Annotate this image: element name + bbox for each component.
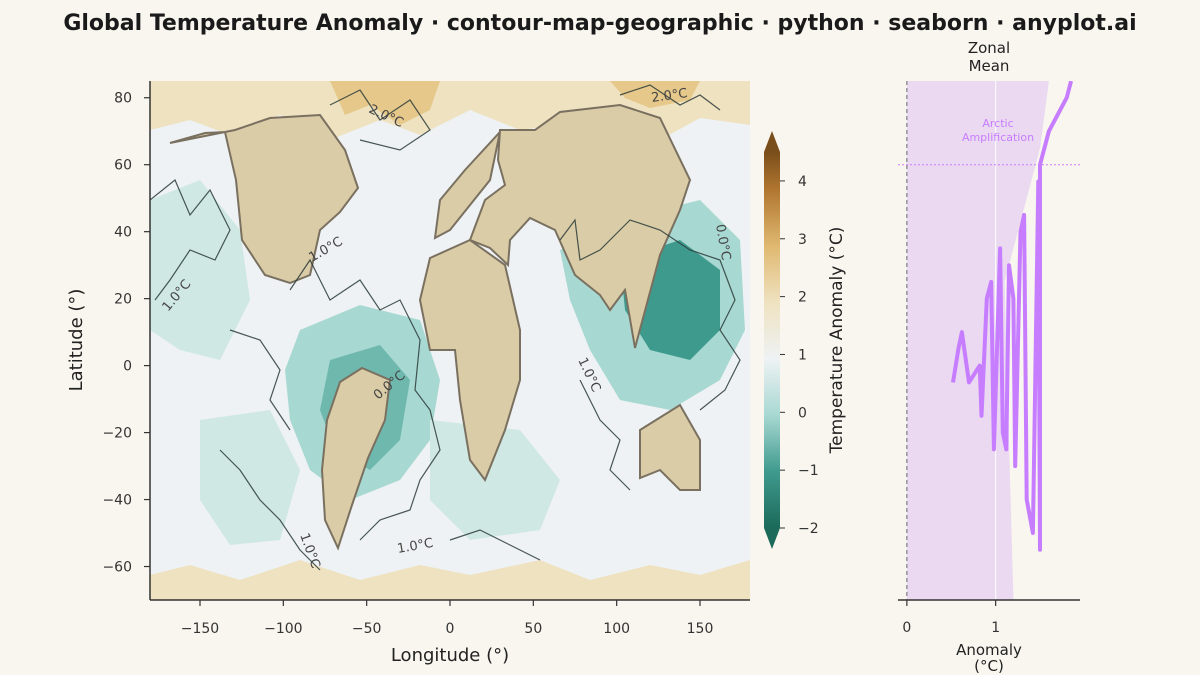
land-north-america [169, 113, 360, 285]
colorbar-fill [764, 152, 780, 528]
y-tick-label: 20 [114, 292, 132, 308]
colorbar-ticks: −2 −1 0 1 2 3 4 [780, 174, 819, 537]
colorbar-tick-label: 3 [798, 232, 807, 248]
x-tick-label: −100 [264, 621, 302, 637]
cool-region-south [430, 420, 560, 540]
colorbar-max-extend [764, 131, 780, 152]
colorbar-tick-label: −2 [798, 521, 819, 537]
y-tick-label: −40 [102, 493, 132, 509]
colorbar-tick-label: 4 [798, 174, 807, 190]
land-masses [169, 103, 701, 551]
x-tick-label: 100 [603, 621, 630, 637]
zonal-x-tick-label: 0 [902, 620, 911, 636]
arctic-annotation: Arctic Amplification [962, 117, 1034, 144]
colorbar-tick-label: 2 [798, 290, 807, 306]
cool-region-east-pacific [200, 410, 300, 545]
map-y-ticks: −60 −40 −20 0 20 40 60 80 [102, 91, 150, 576]
contour-line [579, 379, 631, 491]
contour-line [229, 329, 291, 431]
antarctic-warm-region [150, 560, 750, 600]
map-x-axis-label: Longitude (°) [391, 645, 509, 666]
contour-lines [150, 84, 741, 571]
x-tick-label: −150 [181, 621, 219, 637]
colorbar-tick-label: 0 [798, 405, 807, 421]
x-tick-label: 50 [524, 621, 542, 637]
map-x-ticks: −150 −100 −50 0 50 100 150 [181, 600, 714, 637]
x-tick-label: 150 [687, 621, 714, 637]
y-tick-label: 80 [114, 91, 132, 107]
y-tick-label: 0 [123, 359, 132, 375]
contour-line [150, 179, 231, 301]
x-tick-label: −50 [352, 621, 382, 637]
land-south-america [320, 366, 392, 551]
zonal-x-axis-label: Anomaly (°C) [956, 641, 1022, 675]
cool-region-pacific-west [150, 180, 250, 360]
zonal-title: Zonal Mean [968, 39, 1010, 75]
y-tick-label: 60 [114, 158, 132, 174]
contour-line [449, 529, 541, 561]
y-tick-label: −20 [102, 426, 132, 442]
map-y-axis-label: Latitude (°) [66, 289, 87, 392]
arctic-hot-region [330, 81, 440, 125]
contour-label: 2.0°C [650, 86, 688, 106]
colorbar-label: Temperature Anomaly (°C) [827, 227, 847, 455]
contour-label: 1.0°C [396, 536, 434, 557]
colorbar: −2 −1 0 1 2 3 4 Temperature Anomaly (°C) [764, 131, 847, 549]
arctic-warm-region [150, 81, 750, 140]
contour-label: 0.0°C [712, 223, 733, 261]
figure-title: Global Temperature Anomaly · contour-map… [63, 11, 1136, 36]
contour-line [619, 84, 721, 111]
y-tick-label: 40 [114, 225, 132, 241]
arctic-hot-region-2 [610, 81, 700, 108]
land-australia [639, 403, 701, 491]
x-tick-label: 0 [446, 621, 455, 637]
contour-line [219, 449, 321, 571]
colorbar-min-extend [764, 528, 780, 549]
contour-line [559, 218, 741, 411]
map-panel: 2.0°C 2.0°C 1.0°C 1.0°C 0.0°C 0.0°C 1.0°… [150, 81, 750, 600]
land-africa [418, 238, 521, 483]
contour-line [289, 258, 441, 541]
y-tick-label: −60 [102, 560, 132, 576]
land-europe-asia [468, 103, 692, 349]
map-axes: −150 −100 −50 0 50 100 150 −60−40−20020406080 … [66, 81, 750, 666]
zonal-mean-line [951, 81, 1074, 552]
contour-line [329, 89, 431, 151]
colorbar-tick-label: 1 [798, 347, 807, 363]
zonal-band [906, 81, 1049, 600]
colorbar-tick-label: −1 [798, 463, 819, 479]
zonal-x-tick-label: 1 [991, 620, 1000, 636]
